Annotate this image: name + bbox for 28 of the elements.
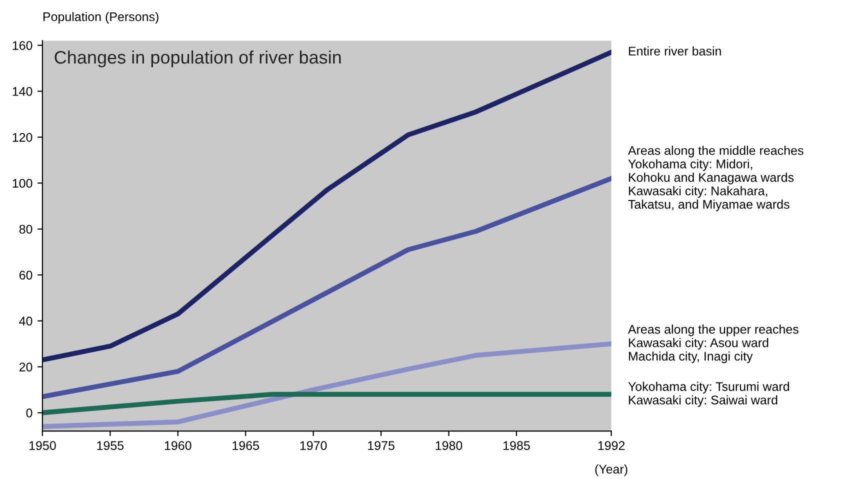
x-tick-label: 1950 xyxy=(30,441,56,450)
series-label: Entire river basin xyxy=(628,46,721,56)
text: Changes in population of river basin xyxy=(54,50,341,68)
y-axis-title: Population (Persons) xyxy=(43,12,158,24)
series-label: Yokohama city: Tsurumi ward Kawasaki city: Saiwai ward xyxy=(628,382,790,407)
y-tick-label: 60 xyxy=(19,270,32,280)
x-tick-label: 1992 xyxy=(598,441,625,450)
line-series xyxy=(42,50,612,362)
series-label: Areas along the upper reaches Kawasaki city: Asou ward Machida city, Inagi city xyxy=(628,324,798,364)
y-tick-label: 140 xyxy=(12,87,32,96)
line-series xyxy=(42,176,612,400)
y-tick-label: 100 xyxy=(12,178,32,188)
y-tick-label: 160 xyxy=(12,41,32,50)
y-tick-label: 80 xyxy=(19,224,32,234)
y-tick-label: 0 xyxy=(26,408,32,418)
line-series xyxy=(42,341,612,429)
x-axis-title: (Year) xyxy=(595,464,628,476)
x-tick-label: 1980 xyxy=(436,441,462,450)
x-tick-label: 1965 xyxy=(232,441,259,450)
x-tick-label: 1985 xyxy=(504,441,530,450)
y-tick-label: 40 xyxy=(19,316,32,326)
x-tick-label: 1970 xyxy=(300,441,327,450)
y-tick-label: 20 xyxy=(19,362,32,372)
x-tick-label: 1975 xyxy=(368,441,394,450)
y-tick-label: 120 xyxy=(12,132,32,142)
x-tick-label: 1960 xyxy=(164,441,192,450)
series-label: Areas along the middle reaches Yokohama city: Midori, Kohoku and Kanagawa wards Kawasaki city: Nakahara, Takatsu, and Miyamae wards xyxy=(628,146,804,212)
x-tick-label: 1955 xyxy=(97,441,124,450)
